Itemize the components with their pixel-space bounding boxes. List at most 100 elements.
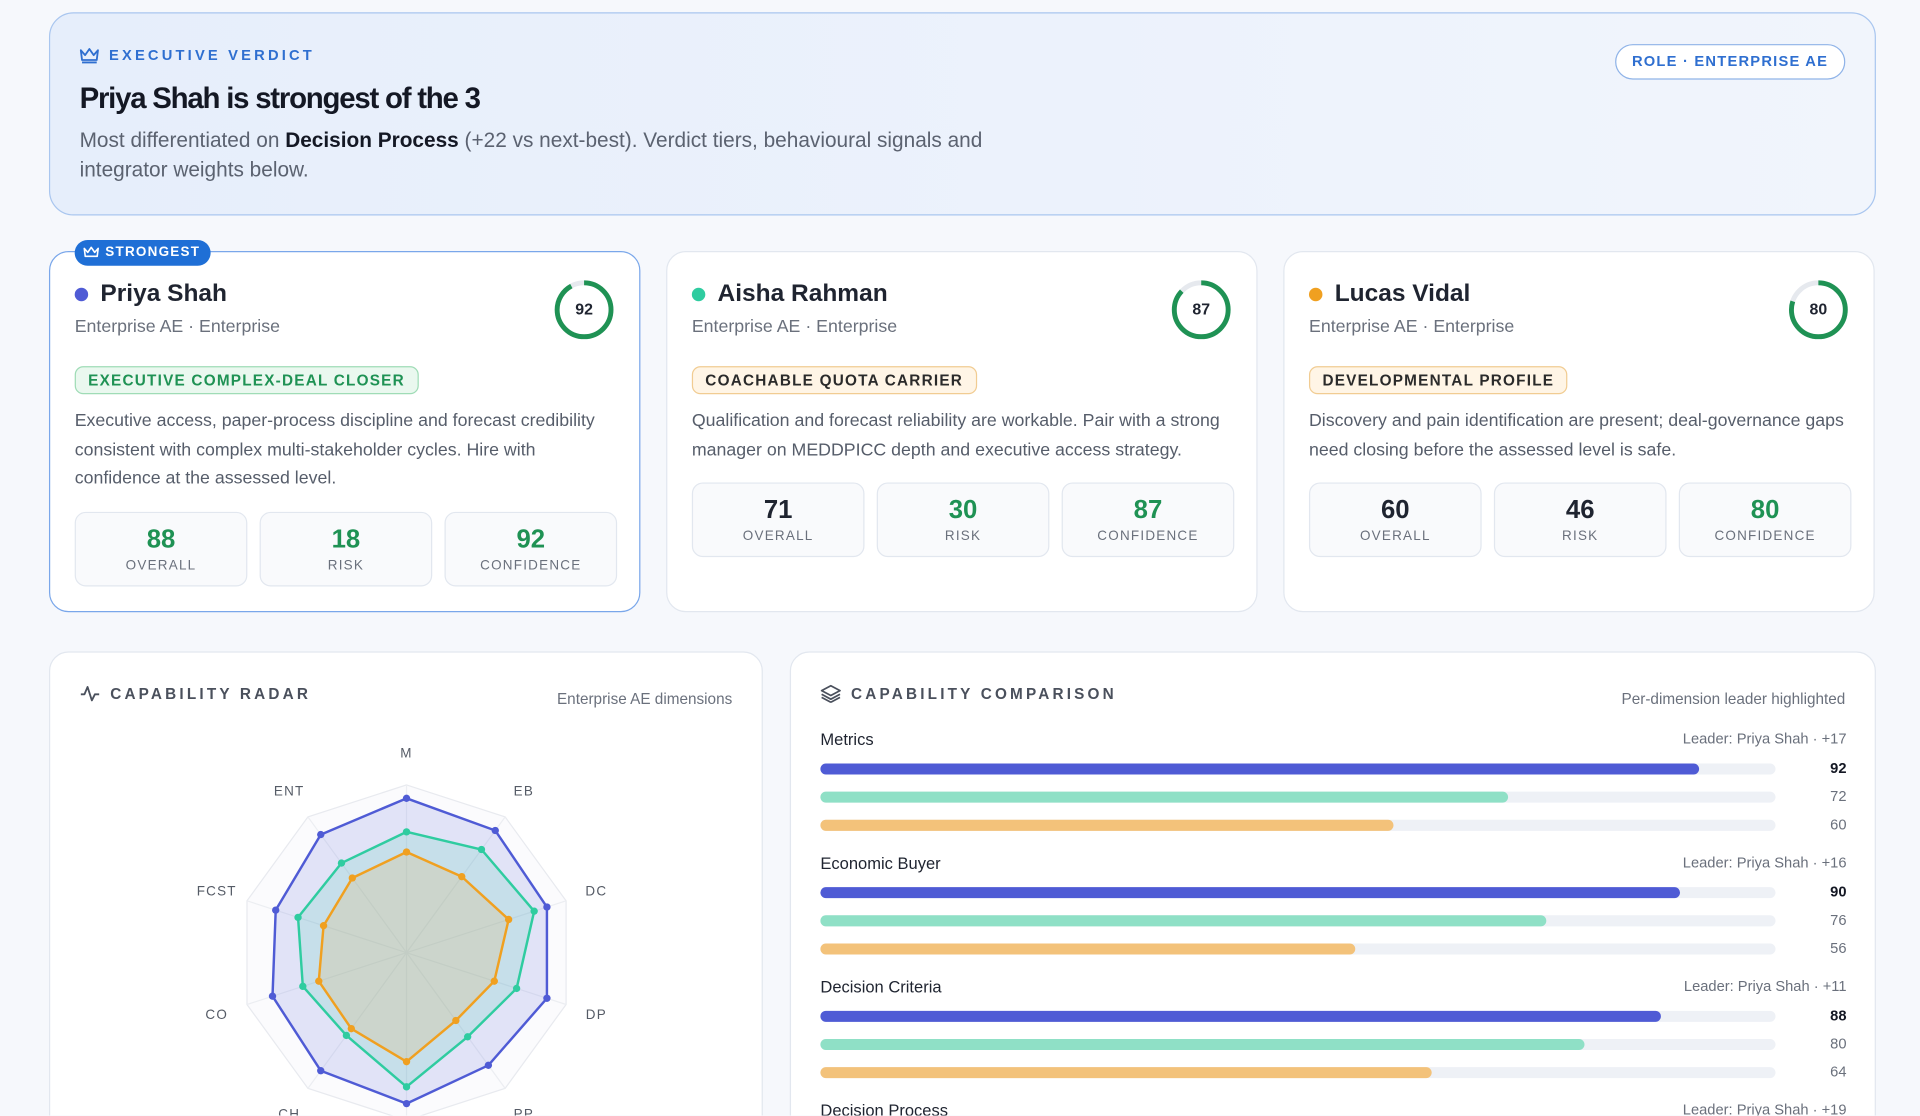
stat-value: 30 bbox=[948, 495, 978, 525]
verdict-summary: Most differentiated on Decision Process … bbox=[80, 126, 1060, 185]
leader-note: Leader: Priya Shah · +17 bbox=[1683, 732, 1847, 748]
stat-value: 18 bbox=[331, 524, 361, 553]
panel-title: CAPABILITY COMPARISON bbox=[820, 684, 1117, 703]
axis-label: DC bbox=[585, 883, 607, 898]
bar-value: 76 bbox=[1830, 913, 1846, 929]
axis-label: PP bbox=[514, 1107, 534, 1116]
stat-label: RISK bbox=[327, 557, 365, 573]
description: Discovery and pain identification are pr… bbox=[1308, 411, 1844, 460]
candidate-name: Priya Shah bbox=[74, 280, 228, 308]
candidate-name: Aisha Rahman bbox=[691, 280, 888, 308]
score-value: 87 bbox=[1192, 301, 1210, 318]
candidate-card: Aisha Rahman Enterprise AE · Enterprise 87… bbox=[666, 251, 1258, 613]
panel-note: Enterprise AE dimensions bbox=[556, 690, 733, 708]
spoke bbox=[406, 900, 567, 954]
axis-label: DP bbox=[586, 1007, 607, 1022]
candidate-card: STRONGEST Priya Shah Enterprise AE · Enter… bbox=[48, 240, 641, 613]
leader-note: Leader: Priya Shah · +19 bbox=[1683, 1103, 1847, 1116]
axis-label: ENT bbox=[274, 784, 305, 799]
leader-note: Leader: Priya Shah · +11 bbox=[1684, 979, 1847, 995]
crown-icon bbox=[79, 47, 99, 63]
radar-point bbox=[348, 874, 356, 882]
name-text: Priya Shah bbox=[100, 280, 228, 308]
radar-point bbox=[402, 1058, 411, 1066]
stat-label: OVERALL bbox=[125, 557, 197, 573]
radar-point bbox=[402, 828, 411, 836]
card-body: COACHABLE QUOTA CARRIER Qualification and… bbox=[691, 366, 1235, 558]
stats-row: 71 OVERALL 30 RISK 87 CONFIDENCE bbox=[691, 482, 1235, 558]
radar-point bbox=[317, 1067, 325, 1075]
candidate-dot bbox=[1308, 287, 1323, 302]
stats-row: 60 OVERALL 46 RISK 80 CONFIDENCE bbox=[1308, 482, 1852, 558]
bar-value: 72 bbox=[1830, 789, 1846, 805]
stat-label: CONFIDENCE bbox=[1714, 528, 1816, 544]
radar-point bbox=[402, 1099, 411, 1108]
verdict-card: EXECUTIVE VERDICT Priya Shah is stronges… bbox=[48, 12, 1876, 216]
radar-point bbox=[452, 1016, 460, 1025]
spoke bbox=[406, 952, 567, 1006]
dimension-name: Metrics bbox=[820, 730, 873, 749]
axis-label: EB bbox=[514, 784, 534, 799]
radar-point bbox=[402, 848, 411, 856]
description: Executive access, paper-process discipli… bbox=[74, 411, 595, 489]
candidate-subtitle: Enterprise AE · Enterprise bbox=[74, 317, 280, 337]
score-ring: 80 bbox=[1788, 280, 1848, 340]
radar-point bbox=[317, 830, 325, 839]
candidate-dot bbox=[74, 287, 89, 302]
bar bbox=[820, 791, 1509, 803]
score-ring: 92 bbox=[554, 280, 614, 340]
stat-value: 87 bbox=[1133, 495, 1163, 525]
radar-point bbox=[272, 906, 280, 914]
verdict-eyebrow: EXECUTIVE VERDICT bbox=[79, 46, 315, 64]
radar-point bbox=[491, 826, 499, 835]
ring-arc bbox=[1788, 280, 1848, 340]
tier-tag: DEVELOPMENTAL PROFILE bbox=[1308, 366, 1568, 395]
radar-point bbox=[402, 1083, 411, 1091]
radar-point bbox=[484, 1061, 493, 1069]
stat-value: 80 bbox=[1750, 495, 1780, 525]
radar-point bbox=[319, 922, 328, 930]
eyebrow-text: EXECUTIVE VERDICT bbox=[108, 46, 315, 64]
spoke bbox=[406, 816, 506, 954]
bar bbox=[820, 915, 1547, 927]
stat-label: CONFIDENCE bbox=[1097, 528, 1199, 544]
radar-point bbox=[530, 907, 538, 915]
tier-tag: COACHABLE QUOTA CARRIER bbox=[691, 366, 977, 395]
pulse-icon bbox=[80, 686, 100, 702]
radar-chart: M EB DC DP PP CH CO FCST ENT bbox=[197, 746, 607, 1116]
candidate-name: Lucas Vidal bbox=[1308, 280, 1471, 308]
stat-box: 92 CONFIDENCE bbox=[444, 511, 618, 586]
title-text: CAPABILITY COMPARISON bbox=[851, 685, 1117, 703]
radar-point bbox=[294, 913, 302, 922]
stat-box: 87 CONFIDENCE bbox=[1061, 482, 1235, 558]
verdict-title: Priya Shah is strongest of the 3 bbox=[79, 82, 481, 116]
summary-strong: Decision Process bbox=[285, 128, 459, 152]
bar-value: 80 bbox=[1830, 1036, 1846, 1052]
radar-point bbox=[315, 977, 323, 985]
bar-value: 92 bbox=[1830, 761, 1846, 777]
axis-label: CH bbox=[278, 1107, 300, 1116]
bar bbox=[820, 1067, 1432, 1079]
radar-point bbox=[337, 859, 346, 867]
radar-point bbox=[347, 1024, 355, 1033]
stat-box: 46 RISK bbox=[1493, 482, 1667, 558]
name-text: Lucas Vidal bbox=[1334, 280, 1471, 308]
stat-label: CONFIDENCE bbox=[480, 557, 582, 573]
axis-label: FCST bbox=[197, 883, 237, 898]
stat-value: 88 bbox=[146, 524, 176, 553]
panel-title: CAPABILITY RADAR bbox=[80, 684, 312, 702]
name-text: Aisha Rahman bbox=[717, 280, 888, 308]
bar bbox=[820, 1010, 1661, 1022]
stat-label: RISK bbox=[944, 528, 982, 544]
radar-point bbox=[490, 977, 498, 985]
spoke bbox=[307, 952, 408, 1089]
axis-label: M bbox=[400, 746, 412, 761]
comparison-panel: CAPABILITY COMPARISON Per-dimension lead… bbox=[789, 651, 1876, 1116]
candidate-subtitle: Enterprise AE · Enterprise bbox=[691, 317, 898, 337]
role-pill: ROLE · ENTERPRISE AE bbox=[1614, 44, 1846, 80]
radar-point bbox=[477, 845, 486, 854]
stat-value: 71 bbox=[763, 495, 793, 525]
score-ring: 87 bbox=[1171, 280, 1231, 340]
spoke bbox=[307, 816, 408, 954]
